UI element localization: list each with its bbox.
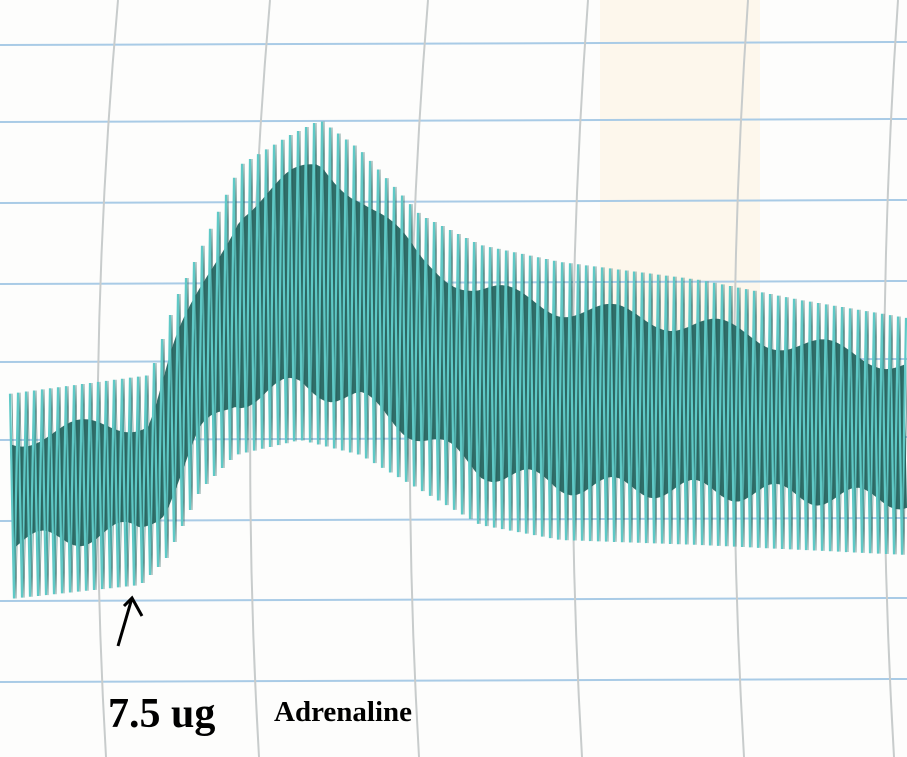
grid-line: [0, 41, 907, 46]
injection-arrow: [116, 595, 144, 647]
grid-line: [0, 678, 907, 683]
trace-oscillation: [8, 121, 907, 599]
grid-line: [96, 0, 119, 757]
grid-line: [0, 199, 907, 204]
dose-label: 7.5 ug: [108, 691, 215, 737]
drug-label: Adrenaline: [274, 696, 412, 728]
trace: [8, 121, 907, 599]
grid-line: [0, 118, 907, 123]
grid-line: [0, 597, 907, 602]
trace-shadow: [11, 121, 907, 599]
grid-line: [0, 280, 907, 285]
